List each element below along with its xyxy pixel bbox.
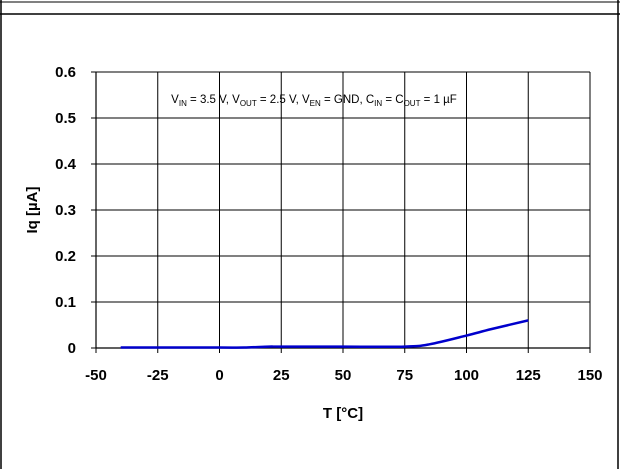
gridlines [95,71,591,349]
x-tick-label: 75 [396,367,413,384]
x-tick-label: 50 [335,367,352,384]
y-tick-label: 0.3 [55,202,76,219]
y-tick-labels: 0 0.1 0.2 0.3 0.4 0.5 0.6 [55,64,77,357]
y-axis-title: Iq [µA] [24,187,41,234]
x-tick-label: 150 [577,367,602,384]
y-tick-label: 0.5 [55,110,76,127]
x-tick-label: 125 [516,367,541,384]
axes [91,71,591,353]
x-tick-label: 100 [454,367,479,384]
x-tick-labels: -50 -25 0 25 50 75 100 125 150 [85,367,602,384]
x-tick-label: -50 [85,367,107,384]
iq-curve [120,319,529,349]
y-tick-label: 0.4 [55,156,77,173]
y-tick-label: 0.1 [55,294,76,311]
x-tick-label: -25 [147,367,169,384]
x-tick-label: 0 [215,367,223,384]
x-axis-title: T [°C] [323,405,363,422]
test-conditions-annotation: VIN = 3.5 V, VOUT = 2.5 V, VEN = GND, CI… [171,94,457,108]
y-tick-label: 0 [68,340,76,357]
y-tick-label: 0.6 [55,64,76,81]
x-tick-label: 25 [273,367,290,384]
y-tick-label: 0.2 [55,248,76,265]
